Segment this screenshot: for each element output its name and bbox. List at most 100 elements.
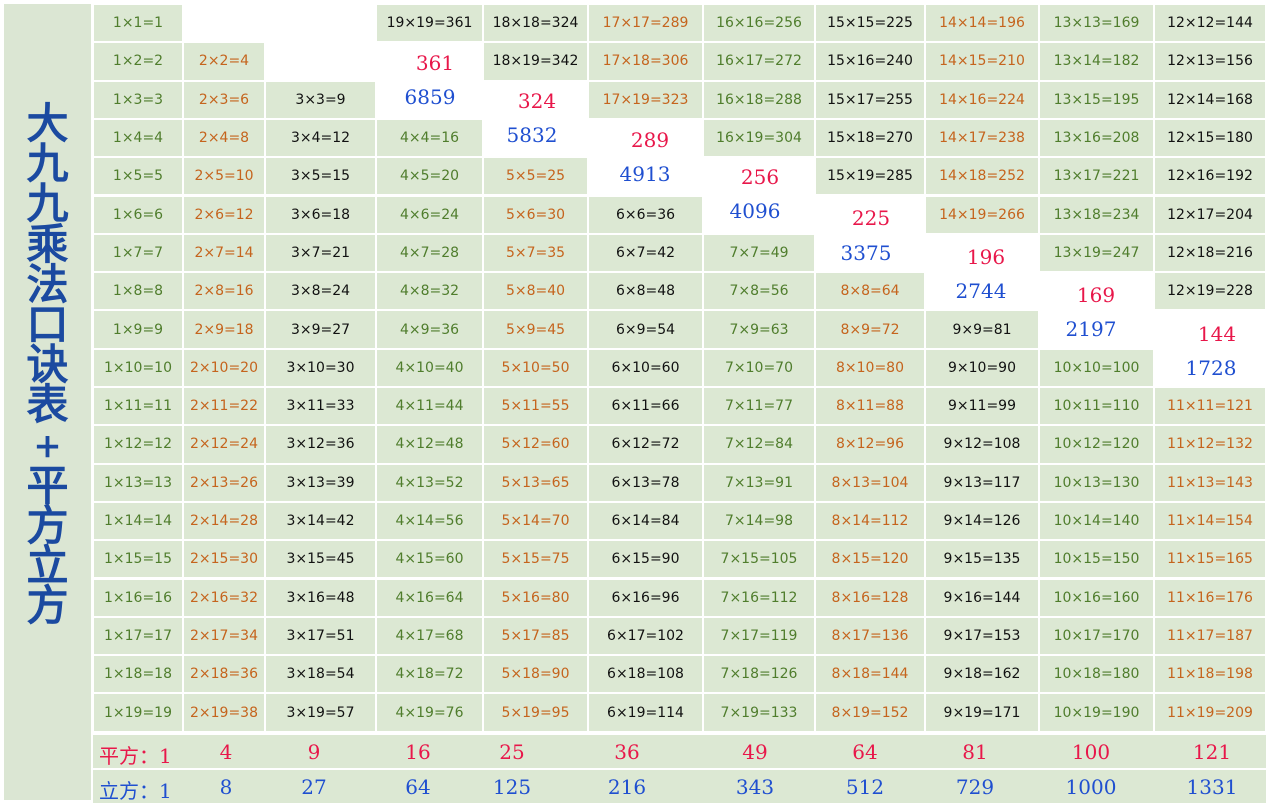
product-cell: 9×13=117	[926, 464, 1038, 501]
product-cell: 5×12=60	[484, 426, 587, 463]
product-cell: 11×18=198	[1155, 656, 1265, 693]
square-value: 81	[962, 740, 988, 764]
product-cell: 1×4=4	[94, 119, 182, 157]
product-cell: 18×19=342	[484, 43, 587, 80]
product-cell: 8×18=144	[816, 656, 924, 693]
product-cell: 5×18=90	[484, 656, 587, 693]
product-cell: 11×12=132	[1155, 426, 1265, 463]
product-cell: 9×18=162	[926, 656, 1038, 693]
squares-row: 平方：1 4 9 16 25 36 49 64 81 100 121	[93, 735, 1266, 768]
product-cell: 9×17=153	[926, 617, 1038, 655]
product-cell: 9×9=81	[926, 311, 1038, 348]
product-cell: 9×19=171	[926, 694, 1038, 731]
product-cell: 1×1=1	[94, 5, 182, 42]
big-cube-value: 4096	[729, 199, 781, 223]
squares-label: 平方：1	[99, 744, 172, 768]
product-cell: 14×17=238	[926, 119, 1038, 157]
product-cell: 8×11=88	[816, 388, 924, 425]
page-title: 大九九乘法口诀表 + 平方立方	[4, 102, 91, 626]
product-cell: 6×7=42	[589, 234, 702, 272]
product-cell: 11×16=176	[1155, 579, 1265, 616]
product-cell: 6×11=66	[589, 388, 702, 425]
cube-value: 64	[405, 775, 431, 799]
product-cell: 7×18=126	[704, 656, 814, 693]
product-cell: 6×9=54	[589, 311, 702, 348]
product-cell: 4×18=72	[377, 656, 482, 693]
product-cell: 1×19=19	[94, 694, 182, 731]
product-cell: 7×12=84	[704, 426, 814, 463]
product-cell: 8×14=112	[816, 502, 924, 540]
square-value: 25	[499, 740, 525, 764]
product-cell: 4×10=40	[377, 349, 482, 386]
product-cell: 12×18=216	[1155, 234, 1265, 272]
big-cube-value: 2744	[955, 279, 1007, 303]
product-cell: 5×10=50	[484, 349, 587, 386]
product-cell: 14×15=210	[926, 43, 1038, 80]
big-square-value: 361	[415, 51, 455, 75]
big-square-value: 225	[851, 206, 891, 230]
product-cell: 17×18=306	[589, 43, 702, 80]
cube-value: 1000	[1065, 775, 1117, 799]
product-cell: 9×15=135	[926, 541, 1038, 578]
product-cell: 3×3=9	[266, 81, 375, 118]
product-cell: 1×14=14	[94, 502, 182, 540]
product-cell: 1×10=10	[94, 349, 182, 386]
product-cell: 6×13=78	[589, 464, 702, 501]
square-value: 121	[1192, 740, 1232, 764]
product-cell: 5×19=95	[484, 694, 587, 731]
product-cell: 4×13=52	[377, 464, 482, 501]
product-cell: 3×4=12	[266, 119, 375, 157]
product-cell: 12×12=144	[1155, 5, 1265, 42]
big-cube-value: 4913	[619, 162, 671, 186]
product-cell: 1×8=8	[94, 273, 182, 310]
product-cell: 3×12=36	[266, 426, 375, 463]
product-cell: 2×13=26	[184, 464, 264, 501]
product-cell: 11×13=143	[1155, 464, 1265, 501]
product-cell: 4×14=56	[377, 502, 482, 540]
product-cell: 1×7=7	[94, 234, 182, 272]
product-cell: 5×13=65	[484, 464, 587, 501]
product-cell: 13×17=221	[1040, 158, 1153, 195]
title-char: 乘	[26, 219, 69, 269]
product-cell: 12×17=204	[1155, 196, 1265, 233]
product-cell: 6×10=60	[589, 349, 702, 386]
product-cell: 8×17=136	[816, 617, 924, 655]
product-cell: 8×15=120	[816, 541, 924, 578]
product-cell: 15×18=270	[816, 119, 924, 157]
product-cell: 1×17=17	[94, 617, 182, 655]
product-cell: 2×17=34	[184, 617, 264, 655]
product-cell: 3×17=51	[266, 617, 375, 655]
square-value: 36	[614, 740, 640, 764]
product-cell: 18×18=324	[484, 5, 587, 42]
product-cell: 4×6=24	[377, 196, 482, 233]
product-cell: 2×4=8	[184, 119, 264, 157]
product-cell: 7×16=112	[704, 579, 814, 616]
product-cell: 3×10=30	[266, 349, 375, 386]
product-cell: 3×8=24	[266, 273, 375, 310]
product-cell: 16×16=256	[704, 5, 814, 42]
cube-value: 729	[955, 775, 995, 799]
title-strip	[4, 4, 91, 800]
product-cell: 10×15=150	[1040, 541, 1153, 578]
title-char: 法	[26, 259, 69, 309]
product-cell: 2×6=12	[184, 196, 264, 233]
product-cell: 2×14=28	[184, 502, 264, 540]
product-cell: 9×11=99	[926, 388, 1038, 425]
product-cell: 3×15=45	[266, 541, 375, 578]
product-cell: 5×11=55	[484, 388, 587, 425]
cube-value: 27	[301, 775, 327, 799]
product-cell: 10×10=100	[1040, 349, 1153, 386]
cubes-row: 立方：1 8 27 64 125 216 343 512 729 1000 1331	[93, 770, 1266, 803]
product-cell: 6×6=36	[589, 196, 702, 233]
title-char: 九	[26, 179, 69, 229]
product-cell: 6×19=114	[589, 694, 702, 731]
product-cell: 4×7=28	[377, 234, 482, 272]
big-square-value: 256	[740, 165, 780, 189]
product-cell: 8×16=128	[816, 579, 924, 616]
product-cell: 6×15=90	[589, 541, 702, 578]
product-cell: 4×4=16	[377, 119, 482, 157]
product-cell: 1×16=16	[94, 579, 182, 616]
product-cell: 2×9=18	[184, 311, 264, 348]
product-cell: 5×6=30	[484, 196, 587, 233]
product-cell: 15×15=225	[816, 5, 924, 42]
